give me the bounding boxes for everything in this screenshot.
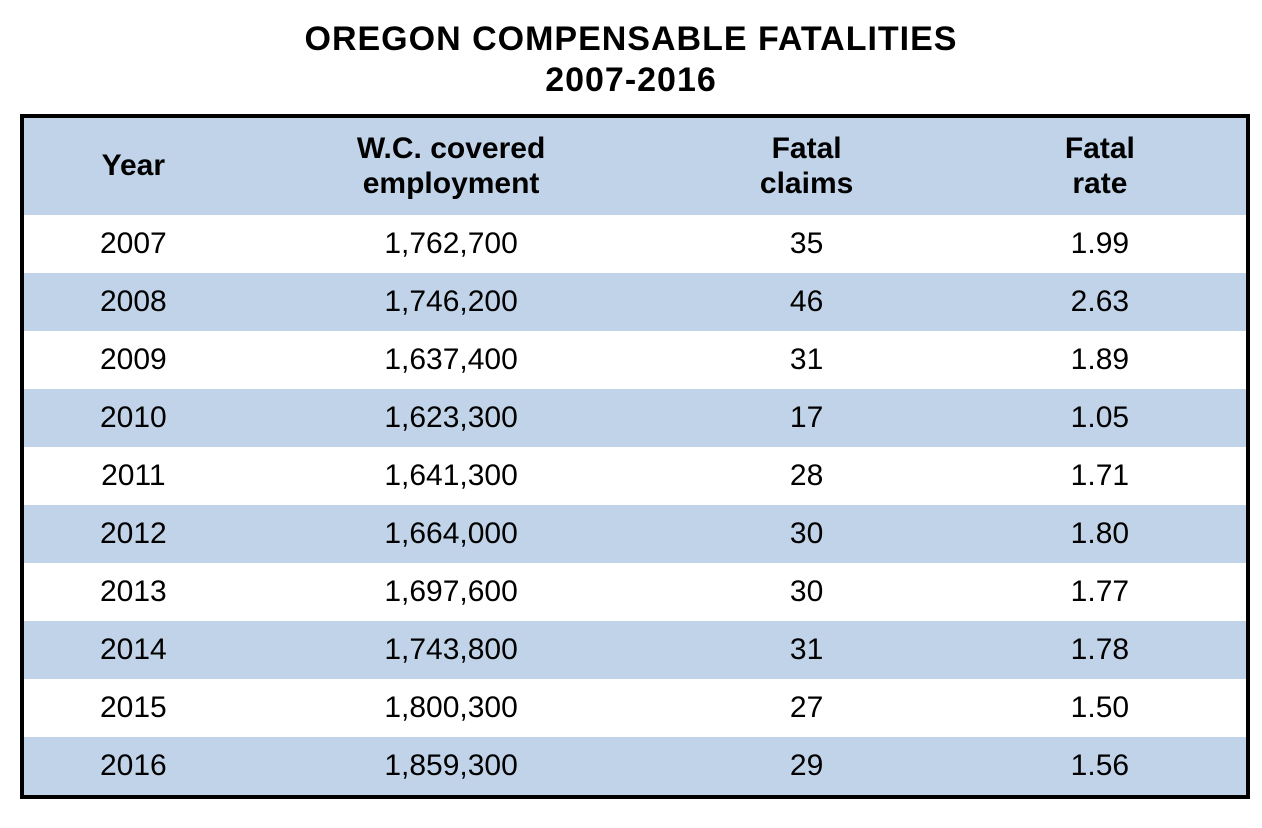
cell-employment: 1,664,000 — [243, 505, 660, 563]
cell-year: 2011 — [22, 447, 243, 505]
cell-claims: 17 — [660, 389, 954, 447]
cell-claims: 30 — [660, 505, 954, 563]
table-row: 2009 1,637,400 31 1.89 — [22, 331, 1248, 389]
cell-year: 2014 — [22, 621, 243, 679]
table-header-row: Year W.C. covered employment Fatal claim… — [22, 116, 1248, 215]
cell-year: 2009 — [22, 331, 243, 389]
col-header-text: W.C. covered — [357, 132, 545, 165]
col-header-text: Year — [102, 149, 165, 182]
cell-employment: 1,762,700 — [243, 215, 660, 273]
cell-rate: 1.56 — [954, 737, 1248, 797]
cell-claims: 46 — [660, 273, 954, 331]
col-header-text: claims — [760, 167, 853, 200]
cell-year: 2015 — [22, 679, 243, 737]
col-header-text: Fatal — [772, 132, 842, 165]
col-header-text: rate — [1072, 167, 1127, 200]
page-title-line2: 2007-2016 — [20, 61, 1242, 100]
cell-employment: 1,641,300 — [243, 447, 660, 505]
table-row: 2013 1,697,600 30 1.77 — [22, 563, 1248, 621]
cell-rate: 1.78 — [954, 621, 1248, 679]
cell-employment: 1,697,600 — [243, 563, 660, 621]
table-row: 2007 1,762,700 35 1.99 — [22, 215, 1248, 273]
table-row: 2010 1,623,300 17 1.05 — [22, 389, 1248, 447]
fatalities-table: Year W.C. covered employment Fatal claim… — [20, 114, 1250, 799]
page-title-line1: OREGON COMPENSABLE FATALITIES — [20, 20, 1242, 59]
cell-rate: 2.63 — [954, 273, 1248, 331]
cell-claims: 35 — [660, 215, 954, 273]
col-header-rate: Fatal rate — [954, 116, 1248, 215]
col-header-text: employment — [363, 167, 540, 200]
table-row: 2014 1,743,800 31 1.78 — [22, 621, 1248, 679]
table-row: 2012 1,664,000 30 1.80 — [22, 505, 1248, 563]
table-row: 2016 1,859,300 29 1.56 — [22, 737, 1248, 797]
cell-claims: 28 — [660, 447, 954, 505]
cell-rate: 1.89 — [954, 331, 1248, 389]
cell-year: 2008 — [22, 273, 243, 331]
cell-employment: 1,800,300 — [243, 679, 660, 737]
cell-employment: 1,859,300 — [243, 737, 660, 797]
cell-claims: 31 — [660, 331, 954, 389]
cell-rate: 1.05 — [954, 389, 1248, 447]
cell-rate: 1.71 — [954, 447, 1248, 505]
table-row: 2011 1,641,300 28 1.71 — [22, 447, 1248, 505]
cell-rate: 1.80 — [954, 505, 1248, 563]
cell-claims: 29 — [660, 737, 954, 797]
cell-rate: 1.50 — [954, 679, 1248, 737]
cell-year: 2007 — [22, 215, 243, 273]
cell-year: 2016 — [22, 737, 243, 797]
cell-rate: 1.77 — [954, 563, 1248, 621]
cell-claims: 31 — [660, 621, 954, 679]
cell-claims: 30 — [660, 563, 954, 621]
cell-employment: 1,743,800 — [243, 621, 660, 679]
col-header-claims: Fatal claims — [660, 116, 954, 215]
cell-employment: 1,637,400 — [243, 331, 660, 389]
table-body: 2007 1,762,700 35 1.99 2008 1,746,200 46… — [22, 215, 1248, 797]
cell-year: 2010 — [22, 389, 243, 447]
cell-rate: 1.99 — [954, 215, 1248, 273]
cell-year: 2013 — [22, 563, 243, 621]
cell-claims: 27 — [660, 679, 954, 737]
table-row: 2015 1,800,300 27 1.50 — [22, 679, 1248, 737]
cell-employment: 1,746,200 — [243, 273, 660, 331]
col-header-year: Year — [22, 116, 243, 215]
col-header-employment: W.C. covered employment — [243, 116, 660, 215]
table-row: 2008 1,746,200 46 2.63 — [22, 273, 1248, 331]
cell-employment: 1,623,300 — [243, 389, 660, 447]
cell-year: 2012 — [22, 505, 243, 563]
col-header-text: Fatal — [1065, 132, 1135, 165]
